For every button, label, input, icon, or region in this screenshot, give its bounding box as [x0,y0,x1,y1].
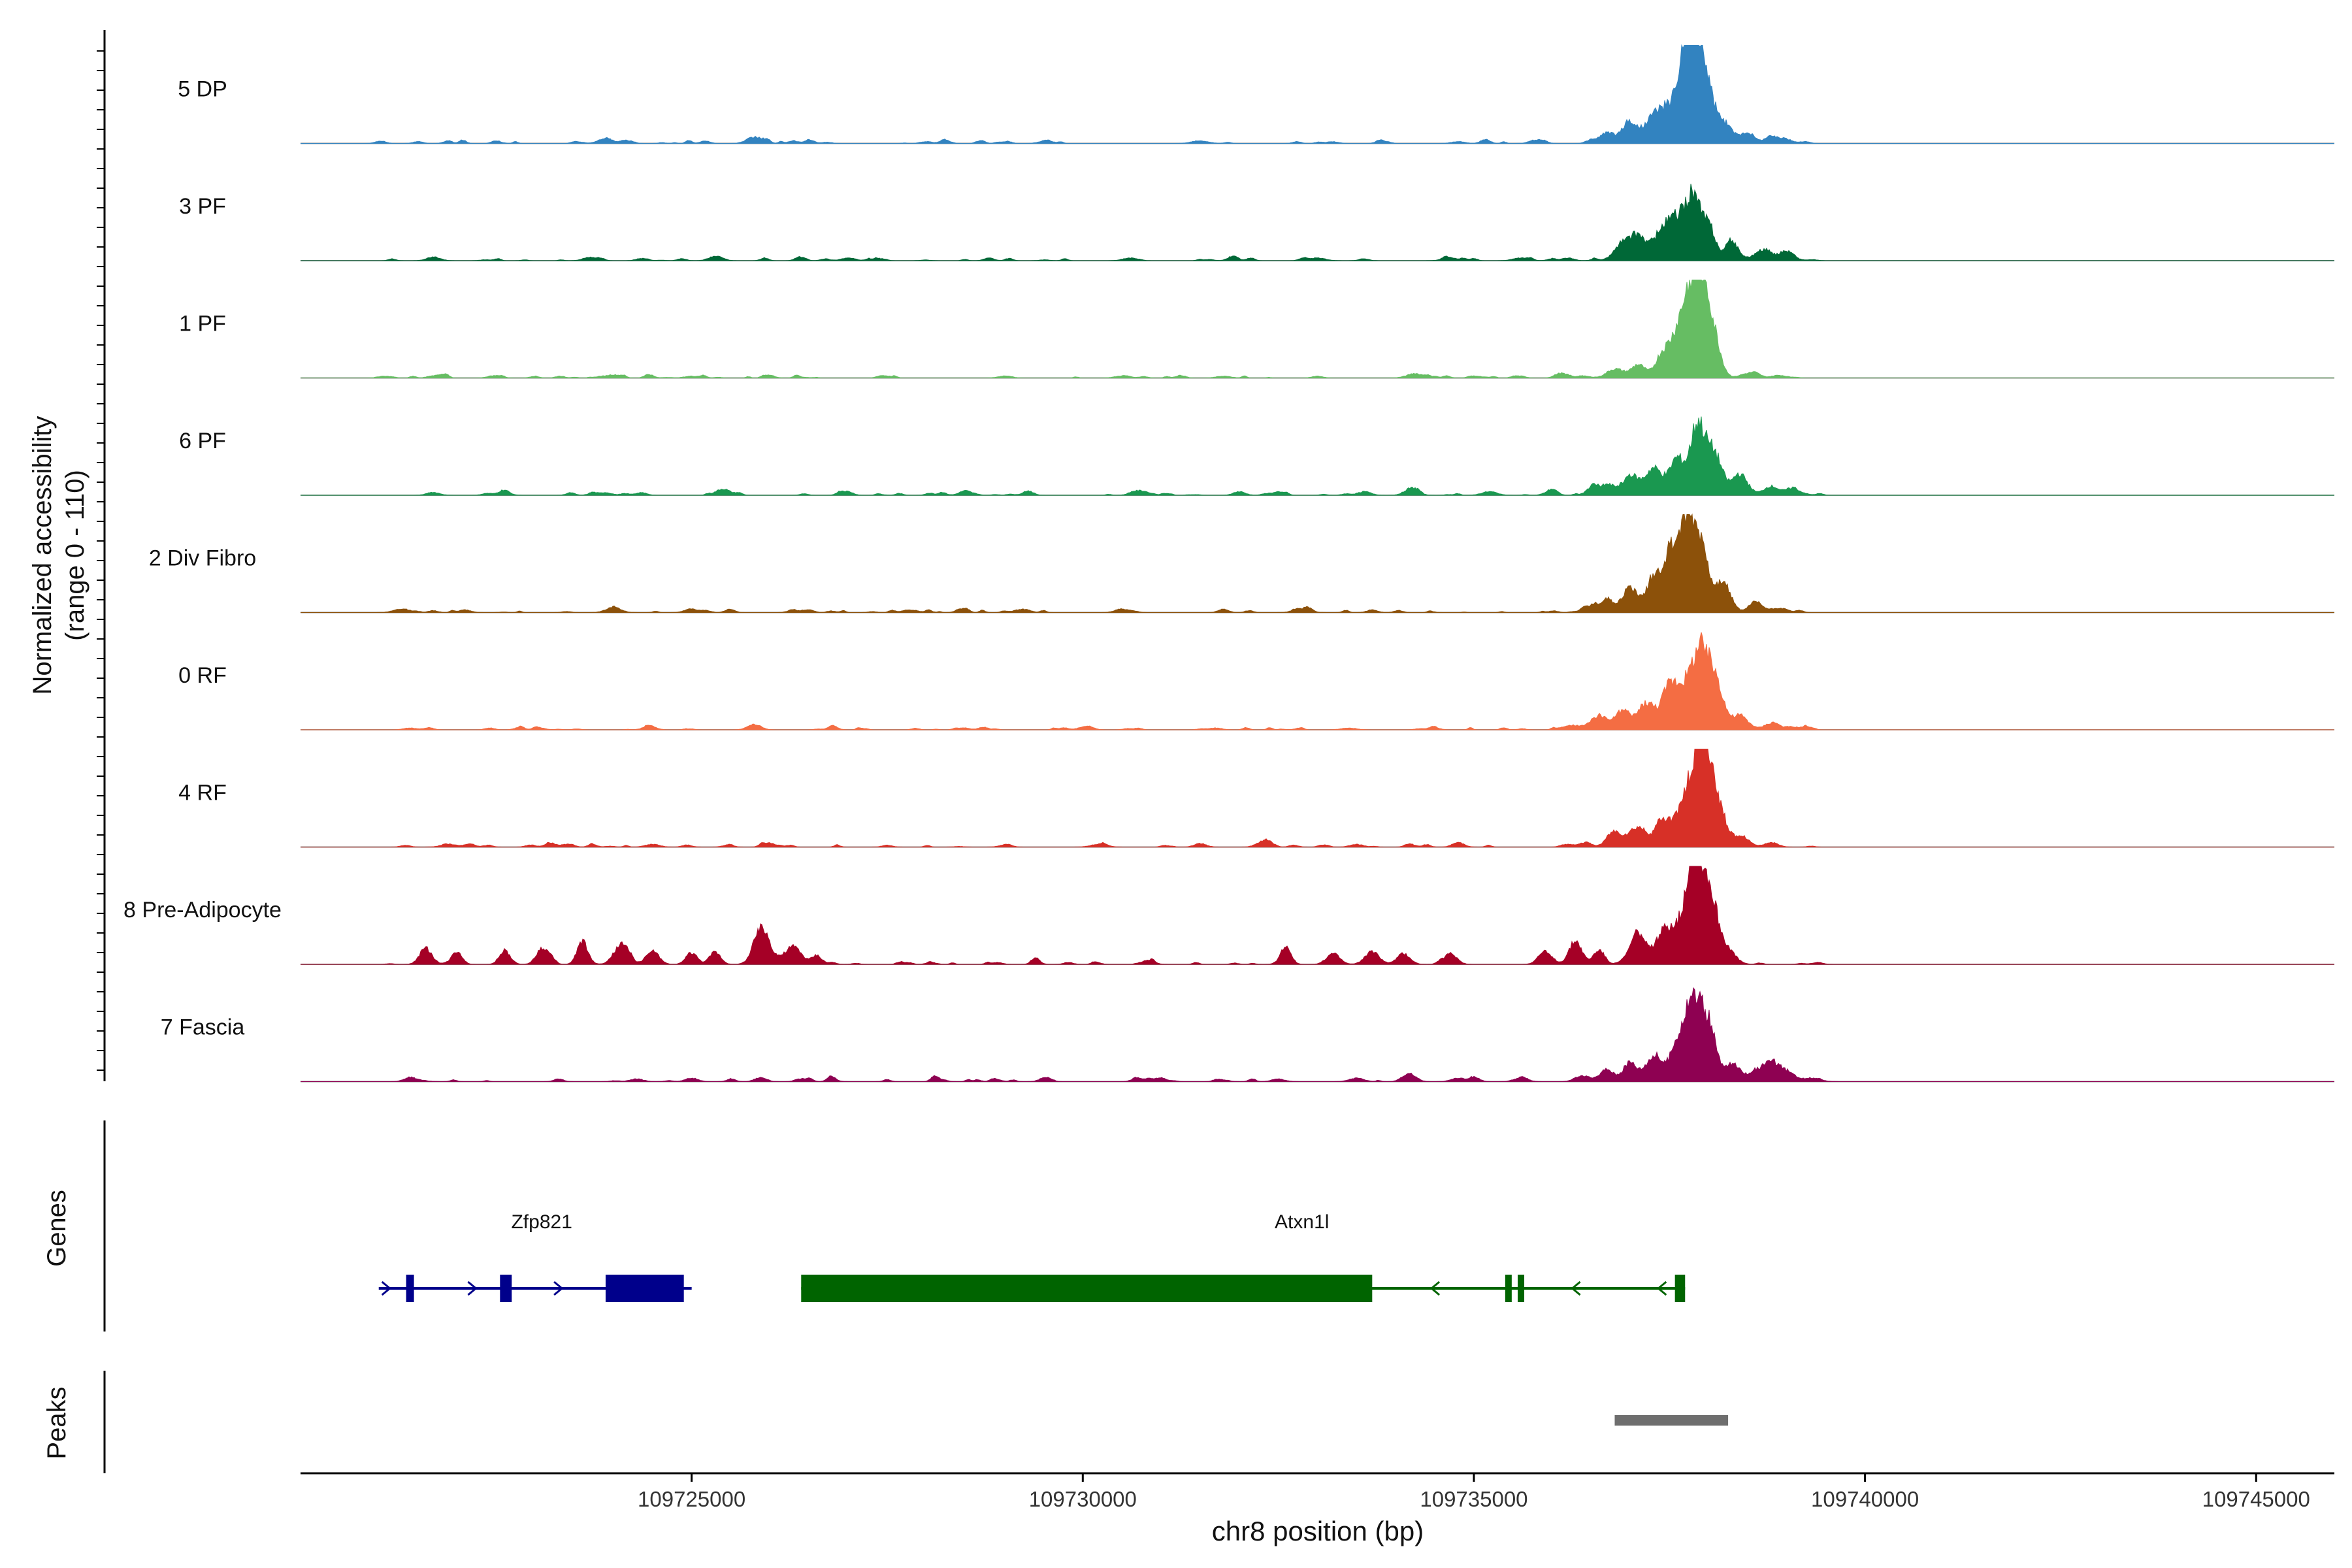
track-label: 2 Div Fibro [149,546,256,571]
track-8: 7 Fascia [161,987,2334,1083]
gene-exon [1674,1275,1686,1302]
track-label: 1 PF [179,312,226,336]
coverage-y-ticks [97,50,105,1071]
peak-panel [1614,1415,1729,1426]
coverage-area [301,632,2334,730]
track-1: 3 PF [179,184,2334,261]
coverage-area [301,749,2334,847]
track-2: 1 PF [179,280,2334,379]
genes-label: Genes [42,1190,71,1267]
coverage-area [301,513,2334,613]
track-label: 5 DP [178,77,227,102]
gene-annotation-panel: Zfp821 Atxn1l [378,1211,1686,1302]
track-label: 7 Fascia [161,1015,245,1040]
strand-arrow [553,1281,564,1296]
coverage-area [301,987,2334,1083]
x-axis-title: chr8 position (bp) [1212,1516,1424,1546]
x-tick-label: 109735000 [1420,1487,1527,1511]
strand-arrow [1429,1281,1441,1296]
gene-exon [406,1275,414,1302]
track-0: 5 DP [178,44,2334,144]
track-4: 2 Div Fibro [149,513,2334,613]
coverage-area [301,184,2334,261]
track-panels: 5 DP 3 PF 1 PF 6 PF 2 Div Fibro 0 RF 4 RF 8 Pre… [123,44,2334,1083]
genes-panel-label: Genes [42,1190,71,1267]
gene-Atxn1l: Atxn1l [801,1211,1686,1302]
coverage-area [301,280,2334,379]
x-tick-label: 109730000 [1029,1487,1137,1511]
y-axis-title-range: (range 0 - 110) [61,470,90,641]
y-axis-title-line-2: (range 0 - 110) [61,470,90,641]
gene-exon [605,1275,684,1302]
track-label: 8 Pre-Adipocyte [123,898,282,923]
peak-region [1614,1415,1729,1426]
gene-exon [801,1275,1373,1302]
x-axis-ticks: 109725000 109730000 109735000 109740000 1097… [638,1473,2310,1511]
coverage-area [301,44,2334,144]
coverage-area [301,416,2334,496]
y-axis-title: Normalized accessibility [28,416,57,695]
strand-arrow [1656,1281,1667,1296]
track-3: 6 PF [179,416,2334,496]
track-label: 4 RF [178,781,227,806]
gene-Zfp821: Zfp821 [378,1211,692,1302]
x-tick-label: 109725000 [638,1487,745,1511]
coverage-area [301,866,2334,965]
track-6: 4 RF [178,749,2334,848]
gene-name-label: Atxn1l [1275,1211,1329,1233]
gene-exon [500,1275,512,1302]
track-label: 6 PF [179,429,226,453]
gene-name-label: Zfp821 [511,1211,572,1233]
strand-arrow [381,1281,392,1296]
peaks-panel-label: Peaks [42,1386,71,1459]
peaks-label: Peaks [42,1386,71,1459]
strand-arrow [1571,1281,1581,1296]
gene-exon [1505,1275,1512,1302]
x-tick-label: 109740000 [1811,1487,1919,1511]
x-tick-label: 109745000 [2202,1487,2310,1511]
track-7: 8 Pre-Adipocyte [123,866,2334,965]
track-label: 0 RF [178,663,227,688]
track-label: 3 PF [179,194,226,219]
gene-exon [1518,1275,1525,1302]
strand-arrow [467,1281,478,1296]
track-5: 0 RF [178,632,2334,730]
y-axis-title-line-1: Normalized accessibility [28,416,57,695]
